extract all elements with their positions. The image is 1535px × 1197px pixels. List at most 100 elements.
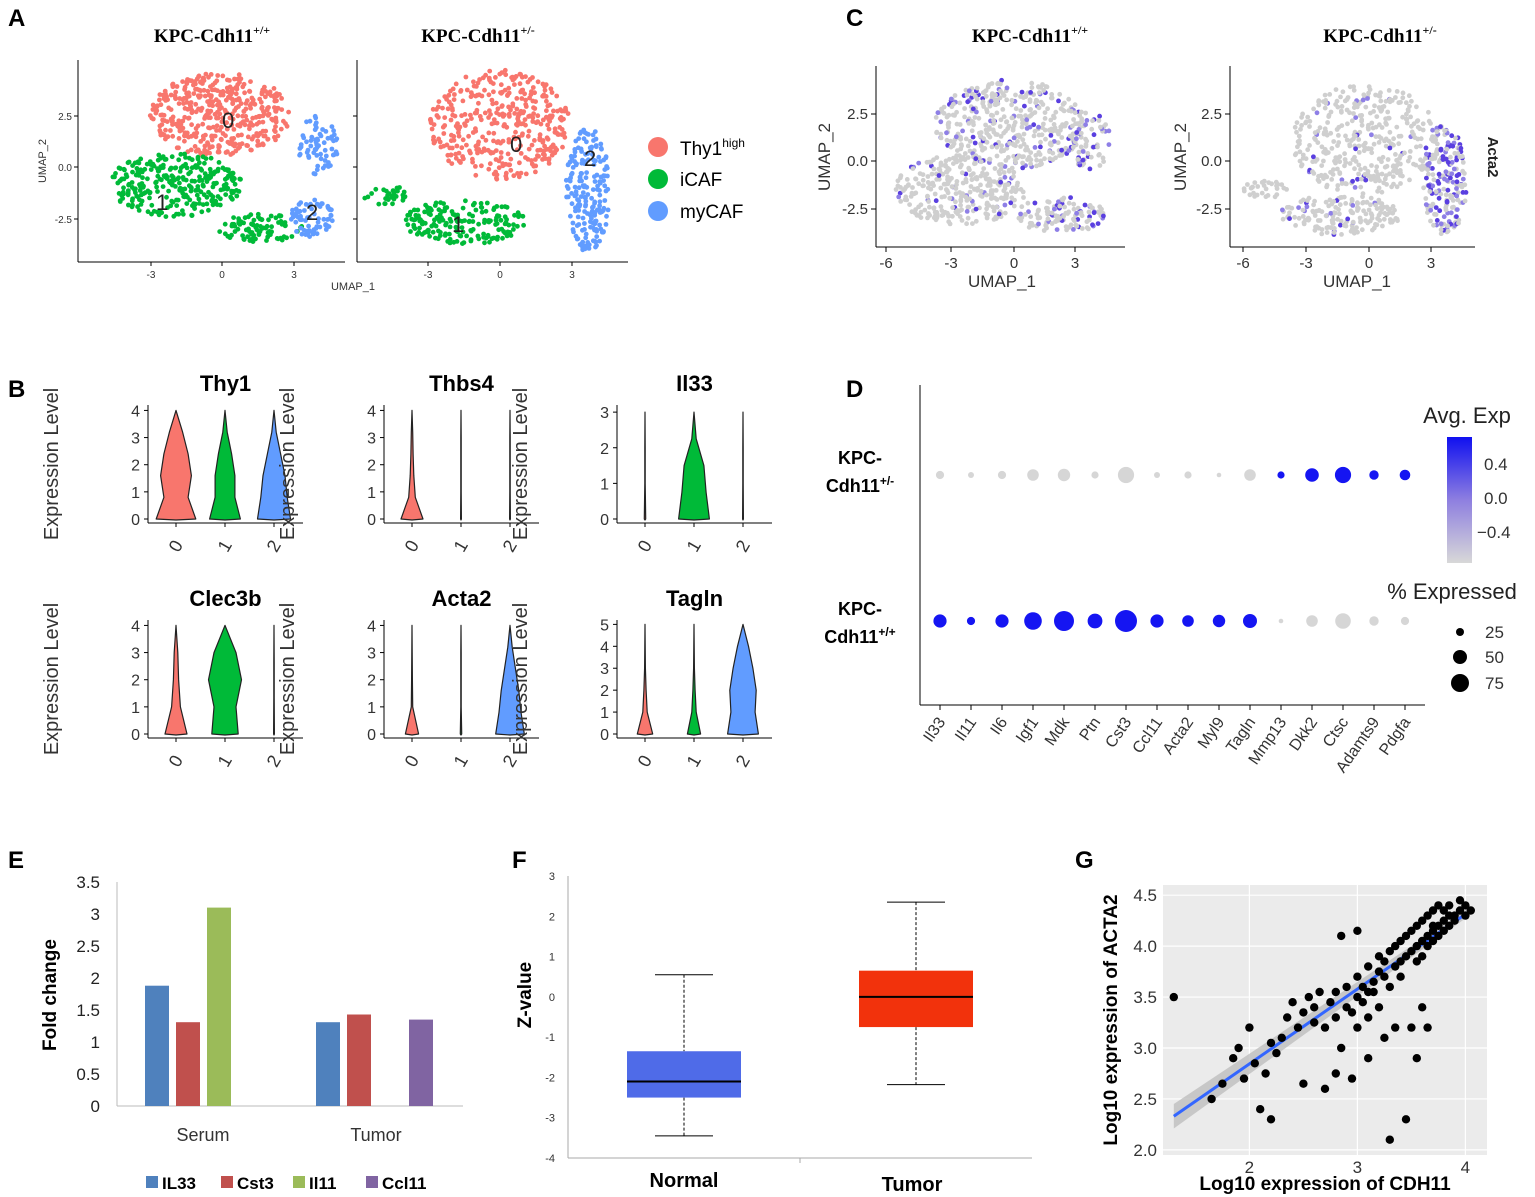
umap-point-thy1	[237, 123, 243, 129]
feature-point	[959, 170, 965, 176]
panel-c-feature: Acta2	[1484, 137, 1501, 178]
umap-point-icaf	[130, 196, 136, 202]
panel-d-color-tick-0: 0.4	[1484, 455, 1508, 474]
umap-point-thy1	[468, 112, 473, 118]
feature-point	[1385, 206, 1391, 212]
feature-point	[947, 221, 953, 227]
scatter-point	[1428, 906, 1438, 915]
scatter-point	[1207, 1094, 1216, 1104]
feature-point	[1020, 160, 1025, 166]
umap-point-thy1	[537, 135, 543, 141]
panel-f-category-tumor: Tumor	[882, 1174, 943, 1196]
umap-point-thy1	[453, 81, 459, 87]
feature-point	[1427, 189, 1433, 194]
scatter-point	[1364, 987, 1373, 997]
umap-point-thy1	[545, 122, 550, 128]
violin-ylabel: Expression Level	[510, 603, 532, 755]
umap-point-thy1	[498, 150, 504, 155]
feature-point	[938, 161, 944, 167]
umap-point-icaf	[481, 231, 486, 237]
umap-point-icaf	[248, 212, 254, 218]
cluster-label-1-right: 1	[452, 212, 464, 237]
feature-point	[1342, 223, 1347, 228]
umap-point-thy1	[257, 114, 262, 120]
feature-point	[967, 167, 972, 173]
violin-ytick: 0	[367, 727, 376, 744]
umap-point-icaf	[145, 188, 151, 194]
scatter-point	[1331, 987, 1341, 997]
feature-point	[978, 159, 984, 165]
umap-point-thy1	[168, 128, 173, 133]
umap-point-thy1	[491, 89, 496, 95]
umap-point-mycaf	[297, 215, 302, 221]
umap-point-icaf	[279, 237, 285, 243]
umap-point-thy1	[488, 150, 494, 156]
feature-point	[1303, 156, 1309, 162]
feature-point	[1433, 205, 1439, 211]
umap-point-mycaf	[585, 157, 591, 163]
feature-point	[1036, 105, 1042, 111]
feature-point	[1391, 163, 1396, 169]
umap-point-mycaf	[605, 186, 611, 192]
umap-point-thy1	[487, 68, 493, 74]
feature-point	[1091, 210, 1097, 216]
feature-point	[896, 194, 902, 200]
feature-point	[1420, 127, 1426, 133]
feature-point	[1002, 164, 1008, 169]
feature-point	[1423, 155, 1428, 161]
umap-point-icaf	[168, 203, 174, 209]
feature-point	[1305, 198, 1310, 203]
feature-point	[1072, 102, 1078, 108]
feature-point	[1342, 157, 1348, 162]
umap-point-thy1	[236, 72, 242, 78]
feature-point	[1359, 122, 1365, 128]
feature-point	[1383, 116, 1388, 122]
umap-point-thy1	[514, 106, 520, 112]
feature-point	[1061, 213, 1066, 219]
umap-point-icaf	[188, 169, 193, 175]
umap-point-mycaf	[311, 229, 317, 235]
feature-point	[1460, 176, 1466, 182]
umap-point-icaf	[204, 179, 210, 185]
feature-point	[1049, 221, 1055, 226]
feature-point	[1041, 88, 1047, 93]
umap-point-thy1	[431, 122, 437, 127]
gene-label-pdgfa: Pdgfa	[1376, 714, 1414, 758]
feature-point	[1449, 194, 1455, 199]
umap-point-thy1	[530, 119, 536, 124]
umap-point-thy1	[487, 108, 492, 114]
feature-point	[1337, 202, 1343, 208]
feature-point	[1386, 88, 1392, 93]
feature-point	[1385, 109, 1391, 115]
umap-point-thy1	[533, 169, 538, 175]
feature-point	[1374, 206, 1380, 212]
panel-a-legend: Thy1high iCAF myCAF	[648, 136, 745, 223]
violin-ytick: 2	[600, 441, 609, 458]
umap-point-icaf	[369, 191, 374, 196]
umap-point-icaf	[428, 212, 433, 218]
feature-point	[1055, 140, 1061, 146]
feature-point	[988, 196, 994, 201]
feature-point	[1337, 211, 1342, 217]
scatter-point	[1428, 936, 1438, 946]
umap-point-thy1	[532, 106, 538, 111]
umap-point-mycaf	[323, 153, 329, 159]
umap-point-thy1	[189, 122, 195, 128]
feature-point	[950, 213, 955, 219]
umap-point-mycaf	[599, 146, 604, 152]
feature-point	[998, 179, 1003, 185]
feature-point	[1381, 216, 1387, 222]
umap-point-thy1	[211, 124, 216, 130]
umap-point-thy1	[250, 115, 256, 121]
umap-point-thy1	[515, 116, 521, 122]
umap-point-mycaf	[593, 136, 599, 142]
feature-point	[1051, 122, 1057, 127]
feature-point	[1418, 166, 1424, 171]
umap-point-icaf	[484, 200, 490, 206]
feature-point	[1382, 176, 1388, 182]
panel-e-ytick: 2	[91, 969, 100, 988]
umap-point-icaf	[251, 232, 257, 238]
feature-point	[972, 140, 978, 146]
feature-point	[934, 177, 940, 182]
